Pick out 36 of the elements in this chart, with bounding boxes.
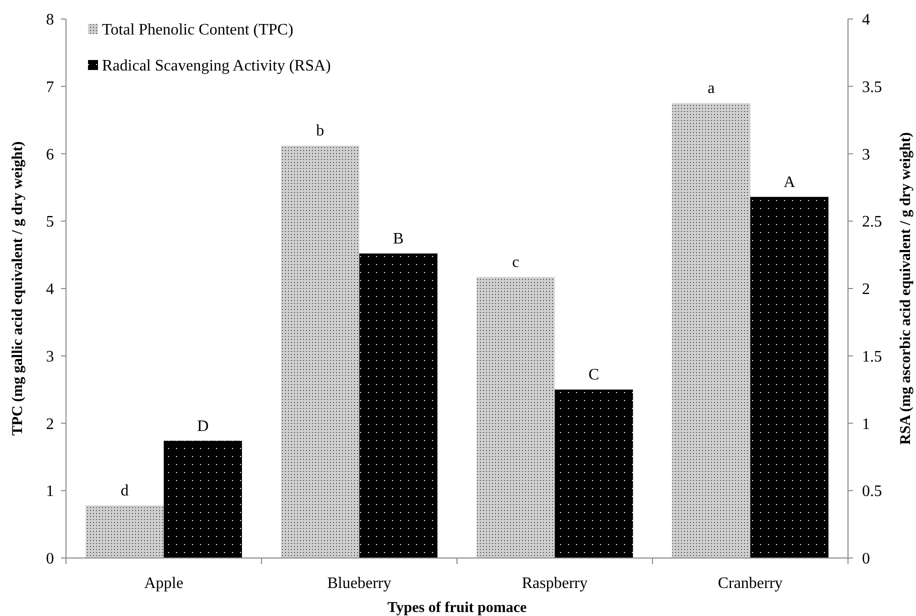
y-tick-label: 8 xyxy=(46,12,54,29)
bar xyxy=(164,440,242,558)
data-label: b xyxy=(316,122,324,140)
y-tick-label: 1 xyxy=(46,483,54,500)
y-tick-label: 5 xyxy=(46,214,54,231)
y2-tick-label: 2.5 xyxy=(862,214,882,231)
y-tick-label: 3 xyxy=(46,348,54,366)
x-tick-label: Cranberry xyxy=(718,575,783,592)
x-tick-label: Apple xyxy=(144,575,184,592)
y2-tick-label: 4 xyxy=(862,12,870,29)
data-label: D xyxy=(197,418,209,435)
data-label: C xyxy=(588,366,600,384)
legend-label: Total Phenolic Content (TPC) xyxy=(102,22,294,39)
data-label: a xyxy=(708,80,715,98)
y2-tick-label: 3 xyxy=(862,146,870,164)
y-tick-label: 2 xyxy=(46,416,54,433)
y2-tick-label: 0.5 xyxy=(862,483,882,500)
x-axis-title: Types of fruit pomace xyxy=(387,600,527,616)
y2-axis-title: RSA (mg ascorbic acid equivalent / g dry weight) xyxy=(898,132,914,445)
data-label: A xyxy=(784,174,796,191)
y-tick-label: 0 xyxy=(46,550,54,568)
y2-tick-label: 3.5 xyxy=(862,78,882,96)
y2-tick-label: 0 xyxy=(862,550,870,568)
y2-tick-label: 1 xyxy=(862,416,870,433)
y-axis-title: TPC (mg gallic acid equivalent / g dry weight) xyxy=(10,141,26,436)
x-tick-label: Blueberry xyxy=(327,575,392,592)
y2-tick-label: 2 xyxy=(862,281,870,298)
data-label: c xyxy=(512,254,520,272)
y-tick-label: 4 xyxy=(46,281,54,298)
y-tick-label: 6 xyxy=(46,146,54,164)
data-label: d xyxy=(120,482,129,500)
legend-label: Radical Scavenging Activity (RSA) xyxy=(102,58,331,75)
y2-tick-label: 1.5 xyxy=(862,348,882,366)
y-tick-label: 7 xyxy=(46,78,54,96)
data-label: B xyxy=(393,230,404,248)
x-tick-label: Raspberry xyxy=(522,575,588,592)
